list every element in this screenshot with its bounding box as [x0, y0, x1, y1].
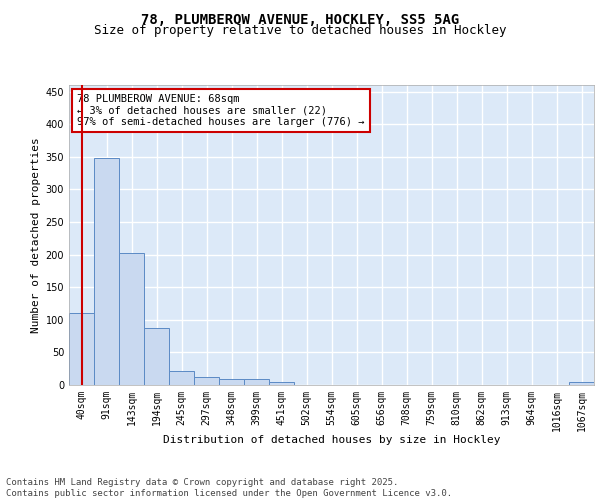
Bar	[94, 158, 119, 385]
Bar	[69, 314, 94, 385]
Bar	[119, 252, 144, 385]
Text: Contains HM Land Registry data © Crown copyright and database right 2025.
Contai: Contains HM Land Registry data © Crown c…	[6, 478, 452, 498]
Bar	[269, 382, 294, 385]
Bar	[169, 370, 194, 385]
Bar	[219, 379, 244, 385]
Text: 78 PLUMBEROW AVENUE: 68sqm
← 3% of detached houses are smaller (22)
97% of semi-: 78 PLUMBEROW AVENUE: 68sqm ← 3% of detac…	[77, 94, 364, 127]
Text: 78, PLUMBEROW AVENUE, HOCKLEY, SS5 5AG: 78, PLUMBEROW AVENUE, HOCKLEY, SS5 5AG	[141, 12, 459, 26]
Bar	[569, 382, 594, 385]
Y-axis label: Number of detached properties: Number of detached properties	[31, 137, 41, 333]
Bar	[144, 328, 169, 385]
X-axis label: Distribution of detached houses by size in Hockley: Distribution of detached houses by size …	[163, 435, 500, 445]
Text: Size of property relative to detached houses in Hockley: Size of property relative to detached ho…	[94, 24, 506, 37]
Bar	[194, 376, 219, 385]
Bar	[244, 379, 269, 385]
